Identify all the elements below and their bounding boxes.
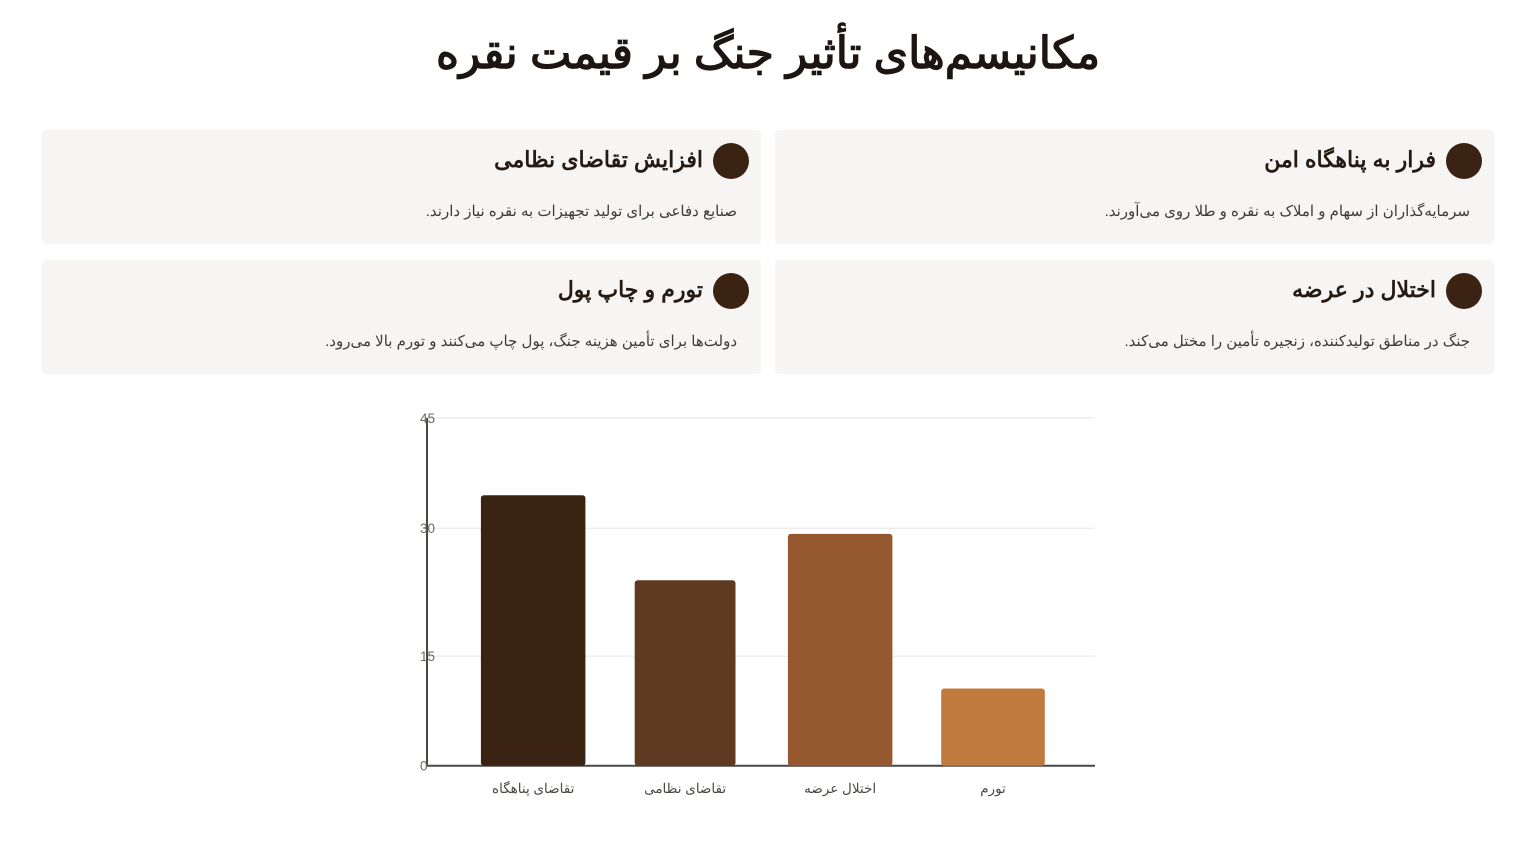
svg-text:اختلال عرضه: اختلال عرضه: [804, 781, 876, 797]
svg-text:30: 30: [420, 521, 435, 536]
svg-text:تورم: تورم: [980, 781, 1006, 797]
svg-text:تقاضای نظامی: تقاضای نظامی: [644, 781, 726, 796]
svg-text:15: 15: [420, 649, 435, 664]
svg-text:0: 0: [420, 758, 428, 773]
svg-text:45: 45: [420, 411, 435, 426]
svg-text:تقاضای پناهگاه: تقاضای پناهگاه: [492, 780, 575, 797]
